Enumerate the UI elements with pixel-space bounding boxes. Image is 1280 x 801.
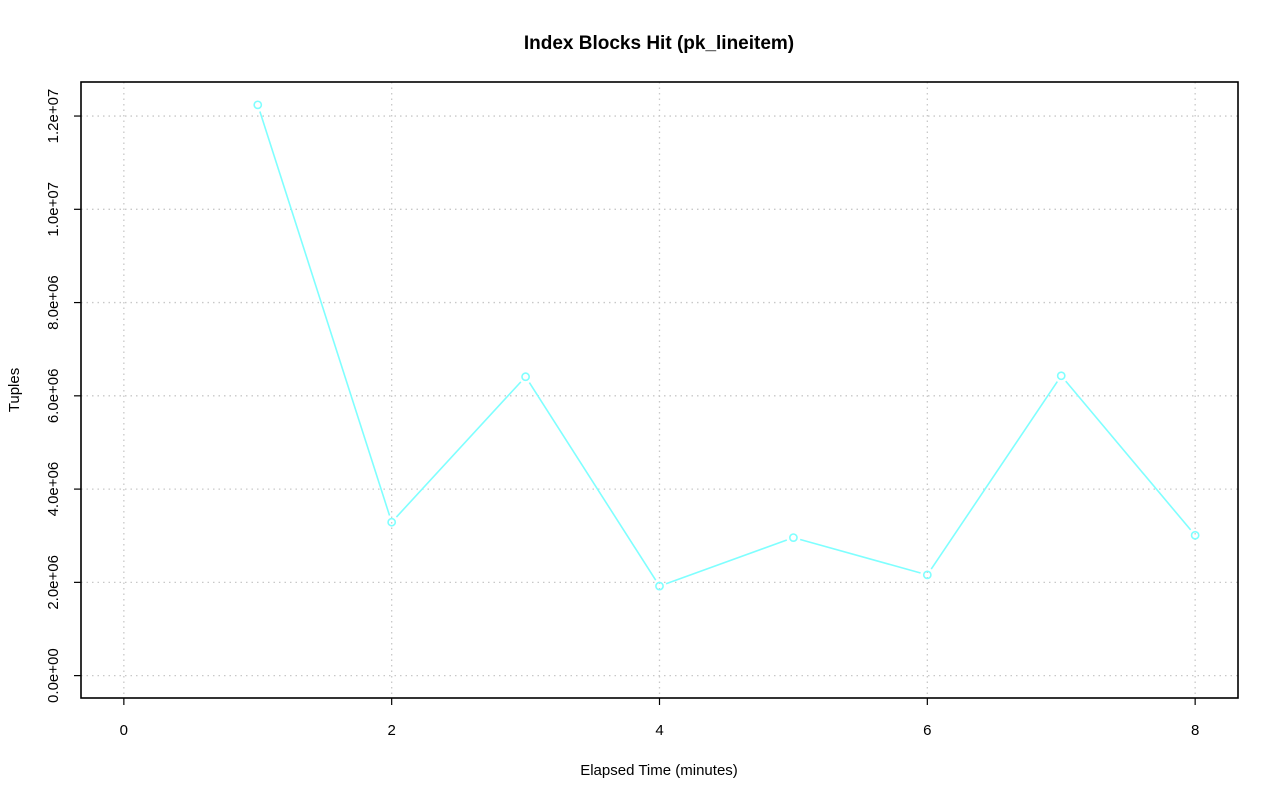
y-tick-label: 0.0e+00 <box>45 648 62 703</box>
data-point <box>521 372 530 382</box>
x-tick-label: 6 <box>923 722 931 739</box>
series-line-segment <box>395 381 522 518</box>
y-tick-label: 4.0e+06 <box>45 462 62 517</box>
y-tick-label: 8.0e+06 <box>45 275 62 330</box>
series-line-segment <box>799 538 921 574</box>
data-point <box>789 533 798 542</box>
x-axis-label: Elapsed Time (minutes) <box>580 762 738 779</box>
data-point <box>253 100 263 110</box>
axes: 0 2 4 6 8 0.0e+00 2.0e+06 4.0e+06 6.0e+06 8.0e+06… <box>45 89 1199 739</box>
series-line-segment <box>528 382 657 581</box>
y-tick-label: 2.0e+06 <box>45 555 62 610</box>
y-tick-label: 1.0e+07 <box>45 182 62 237</box>
chart-title: Index Blocks Hit (pk_lineitem) <box>524 33 794 54</box>
x-tick-label: 0 <box>120 722 128 739</box>
y-tick-label: 6.0e+06 <box>45 369 62 424</box>
x-tick-label: 8 <box>1191 722 1199 739</box>
data-point <box>655 581 664 591</box>
x-tick-label: 2 <box>388 722 396 739</box>
series-line-segment <box>930 381 1058 570</box>
series-pk-lineitem <box>253 100 1200 591</box>
data-point <box>387 517 397 527</box>
series-line-segment <box>665 539 788 585</box>
data-point <box>1190 530 1200 540</box>
series-line-segment <box>1065 380 1192 531</box>
data-point <box>1056 371 1066 381</box>
grid <box>81 82 1238 698</box>
x-tick-label: 4 <box>655 722 663 739</box>
y-tick-label: 1.2e+07 <box>45 89 62 144</box>
data-point <box>922 570 932 580</box>
y-axis-label: Tuples <box>6 368 23 412</box>
series-line-segment <box>259 111 391 516</box>
